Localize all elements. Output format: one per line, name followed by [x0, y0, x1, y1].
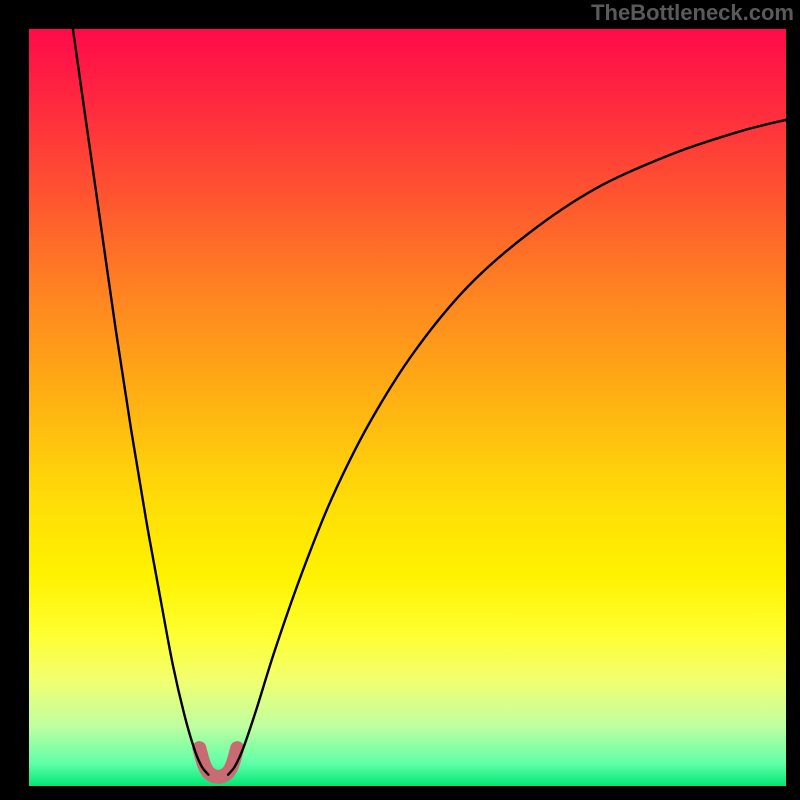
watermark-text: TheBottleneck.com [591, 0, 794, 26]
chart-background [29, 29, 786, 786]
bottleneck-chart [29, 29, 786, 786]
chart-frame: TheBottleneck.com [0, 0, 800, 800]
